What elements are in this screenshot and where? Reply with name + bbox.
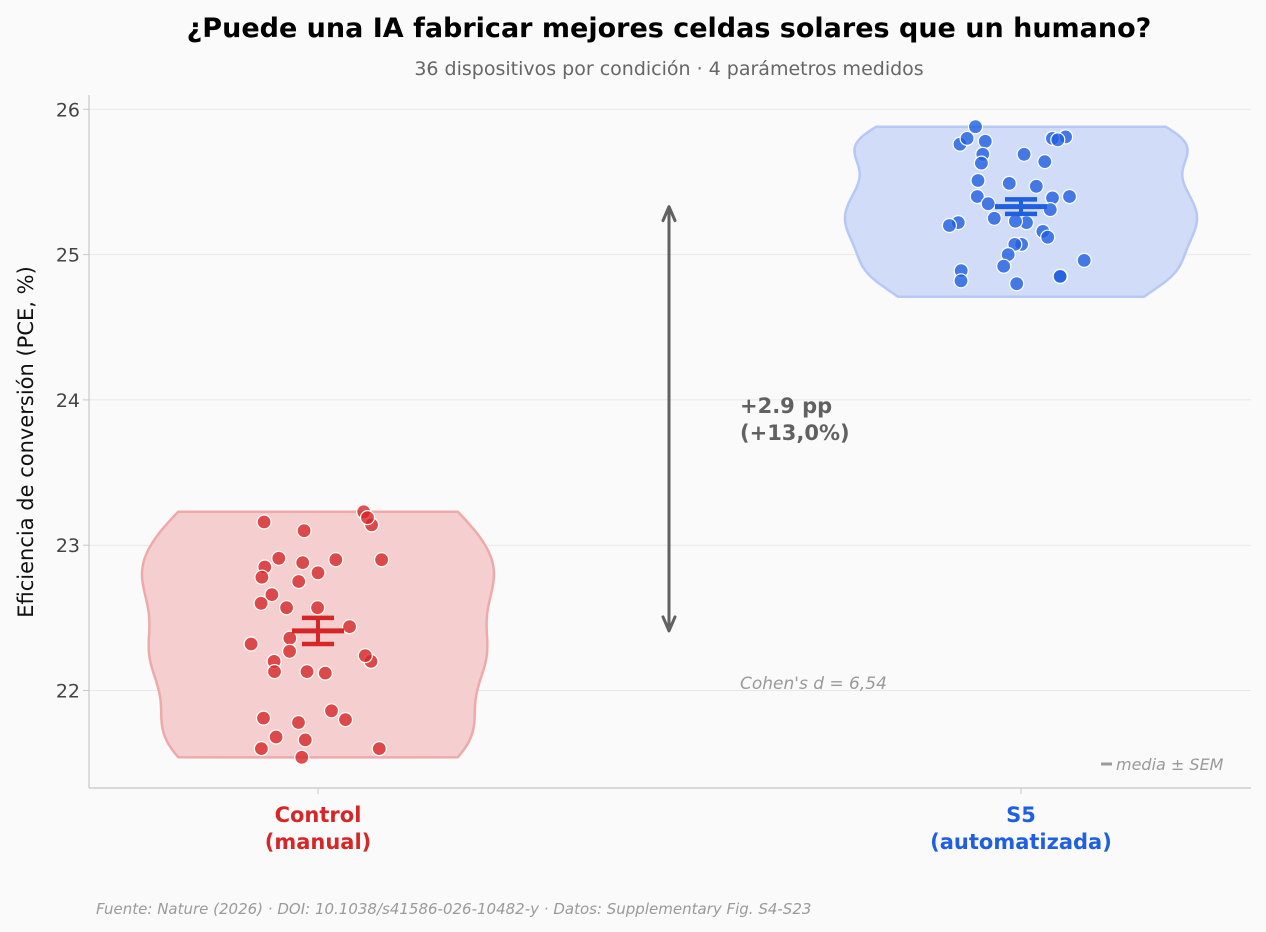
data-point-0-8 bbox=[328, 552, 344, 568]
data-point-0-30 bbox=[255, 710, 272, 726]
difference-label: +2.9 pp bbox=[740, 394, 832, 418]
data-point-0-13 bbox=[264, 586, 280, 603]
data-point-1-5 bbox=[959, 130, 975, 146]
y-tick-label-23: 23 bbox=[56, 535, 80, 557]
data-point-0-23 bbox=[357, 647, 373, 664]
axes bbox=[88, 95, 1251, 789]
data-point-1-29 bbox=[1076, 252, 1092, 268]
data-point-1-17 bbox=[980, 196, 996, 212]
data-point-1-4 bbox=[977, 133, 993, 149]
data-point-0-3 bbox=[296, 523, 312, 539]
data-point-1-9 bbox=[1037, 154, 1053, 170]
data-point-1-8 bbox=[1016, 146, 1032, 162]
x-label-s5-sub: (automatizada) bbox=[930, 830, 1112, 854]
arrow-head-top bbox=[661, 205, 677, 223]
mean-sem-markers bbox=[292, 197, 1047, 647]
data-point-0-9 bbox=[271, 550, 287, 566]
data-point-0-10 bbox=[254, 569, 270, 585]
source-note: Fuente: Nature (2026) · DOI: 10.1038/s41… bbox=[96, 900, 811, 918]
data-point-0-14 bbox=[310, 600, 326, 616]
data-point-1-35 bbox=[1009, 276, 1025, 292]
data-point-0-26 bbox=[317, 665, 333, 681]
data-point-0-28 bbox=[337, 711, 354, 728]
data-point-0-12 bbox=[295, 554, 311, 571]
data-point-1-19 bbox=[986, 210, 1002, 226]
y-tick-label-24: 24 bbox=[56, 390, 80, 412]
data-point-1-10 bbox=[973, 155, 990, 171]
data-point-1-25 bbox=[1040, 229, 1056, 245]
data-point-1-30 bbox=[996, 258, 1012, 274]
data-point-1-33 bbox=[1052, 268, 1068, 284]
data-point-0-11 bbox=[374, 552, 390, 568]
chart-title: ¿Puede una IA fabricar mejores celdas so… bbox=[187, 13, 1152, 44]
arrow-head-bottom bbox=[661, 615, 677, 633]
difference-arrow bbox=[661, 205, 677, 633]
data-point-0-29 bbox=[323, 703, 340, 719]
data-point-0-20 bbox=[243, 636, 259, 652]
data-point-0-15 bbox=[279, 600, 295, 616]
data-point-0-2 bbox=[256, 514, 272, 530]
data-point-0-24 bbox=[299, 663, 315, 680]
data-point-1-0 bbox=[967, 119, 984, 135]
difference-percent-label: (+13,0%) bbox=[740, 421, 850, 445]
data-point-0-34 bbox=[371, 740, 387, 757]
data-point-0-7 bbox=[310, 565, 326, 581]
data-point-0-6 bbox=[291, 573, 307, 590]
data-point-0-35 bbox=[294, 749, 310, 765]
x-label-control: Control bbox=[275, 803, 362, 827]
data-point-1-12 bbox=[970, 172, 986, 189]
y-tick-label-25: 25 bbox=[56, 245, 80, 267]
data-points bbox=[243, 119, 1092, 765]
data-point-1-23 bbox=[941, 217, 958, 234]
chart-subtitle: 36 dispositivos por condición · 4 paráme… bbox=[414, 58, 923, 80]
data-point-0-25 bbox=[266, 663, 283, 680]
data-point-1-22 bbox=[1007, 213, 1024, 229]
cohens-d-label: Cohen's d = 6,54 bbox=[740, 674, 887, 694]
data-point-0-31 bbox=[268, 729, 284, 745]
data-point-0-32 bbox=[297, 732, 313, 748]
x-label-s5: S5 bbox=[1006, 803, 1036, 827]
data-point-1-13 bbox=[1028, 178, 1044, 194]
data-point-0-33 bbox=[253, 740, 269, 757]
data-point-1-34 bbox=[953, 273, 969, 289]
legend-label: media ± SEM bbox=[1116, 755, 1224, 774]
x-label-control-sub: (manual) bbox=[265, 830, 372, 854]
data-point-1-11 bbox=[1001, 175, 1017, 191]
y-tick-label-26: 26 bbox=[56, 99, 80, 121]
data-point-1-6 bbox=[1050, 132, 1066, 148]
data-point-1-16 bbox=[1061, 188, 1078, 205]
y-axis-label: Eficiencia de conversión (PCE, %) bbox=[14, 266, 38, 618]
y-ticks: 22 23 24 25 26 bbox=[56, 99, 1022, 794]
data-point-0-17 bbox=[342, 618, 358, 635]
data-point-0-19 bbox=[282, 643, 298, 659]
data-point-0-27 bbox=[290, 714, 307, 731]
data-point-0-16 bbox=[253, 595, 269, 611]
y-tick-label-22: 22 bbox=[56, 681, 80, 703]
data-point-1-14 bbox=[969, 188, 985, 205]
data-point-0-4 bbox=[359, 509, 376, 526]
